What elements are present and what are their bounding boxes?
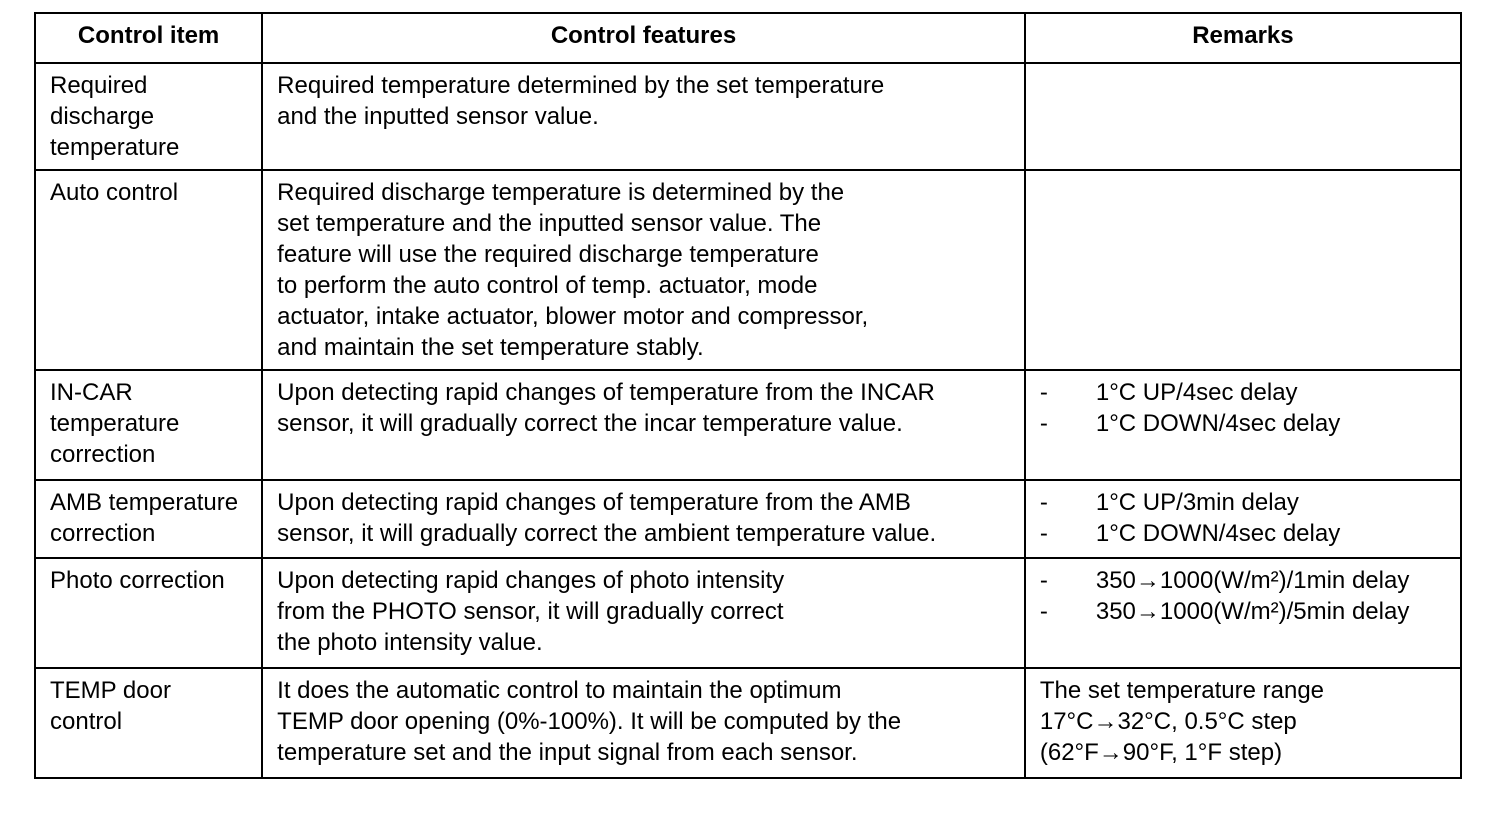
remark-bullet: - bbox=[1039, 489, 1048, 516]
remark-item: - 350→1000(W/m²)/5min delay bbox=[1040, 596, 1448, 627]
remark-bullet: - bbox=[1039, 567, 1048, 594]
remark-item: - 1°C UP/3min delay bbox=[1040, 487, 1448, 518]
table-row: Photo correction Upon detecting rapid ch… bbox=[33, 557, 1463, 669]
control-item-cell: IN-CAR temperature correction bbox=[33, 369, 264, 481]
control-features-cell: Upon detecting rapid changes of temperat… bbox=[261, 369, 1026, 481]
control-features-cell: Upon detecting rapid changes of photo in… bbox=[261, 557, 1026, 669]
table-row: TEMP door control It does the automatic … bbox=[33, 667, 1463, 779]
remarks-cell: - 1°C UP/4sec delay - 1°C DOWN/4sec dela… bbox=[1023, 369, 1463, 481]
control-features-cell: Upon detecting rapid changes of temperat… bbox=[261, 479, 1026, 559]
feature-line: the photo intensity value. bbox=[277, 629, 543, 656]
feature-line: to perform the auto control of temp. act… bbox=[277, 272, 818, 299]
control-item-line: discharge bbox=[50, 103, 155, 130]
feature-line: Required discharge temperature is determ… bbox=[277, 179, 845, 206]
remarks-cell: - 350→1000(W/m²)/1min delay - 350→1000(W… bbox=[1023, 557, 1463, 669]
control-item-line: TEMP door bbox=[50, 677, 171, 704]
remark-bullet: - bbox=[1039, 520, 1048, 547]
remark-text: 1°C DOWN/4sec delay bbox=[1095, 410, 1341, 437]
control-features-cell: It does the automatic control to maintai… bbox=[261, 667, 1026, 779]
remark-text: 1°C DOWN/4sec delay bbox=[1095, 520, 1341, 547]
feature-line: Upon detecting rapid changes of temperat… bbox=[277, 489, 911, 516]
feature-line: sensor, it will gradually correct the am… bbox=[277, 520, 937, 547]
remark-line: 17°C→32°C, 0.5°C step bbox=[1039, 708, 1297, 735]
remarks-cell bbox=[1023, 62, 1463, 171]
remark-text: 350→1000(W/m²)/1min delay bbox=[1095, 567, 1410, 594]
header-remarks: Remarks bbox=[1023, 12, 1463, 64]
control-spec-table: Control item Control features Remarks Re… bbox=[33, 12, 1463, 779]
control-item-line: AMB temperature bbox=[50, 489, 239, 516]
feature-line: and the inputted sensor value. bbox=[277, 103, 599, 130]
remark-line: (62°F→90°F, 1°F step) bbox=[1039, 739, 1283, 766]
control-item-line: correction bbox=[50, 520, 156, 547]
table-row: AMB temperature correction Upon detectin… bbox=[33, 479, 1463, 559]
feature-line: Upon detecting rapid changes of photo in… bbox=[277, 567, 785, 594]
remarks-cell: The set temperature range 17°C→32°C, 0.5… bbox=[1023, 667, 1463, 779]
feature-line: feature will use the required discharge … bbox=[277, 241, 819, 268]
remarks-cell: - 1°C UP/3min delay - 1°C DOWN/4sec dela… bbox=[1023, 479, 1463, 559]
feature-line: TEMP door opening (0%-100%). It will be … bbox=[277, 708, 902, 735]
remark-item: - 1°C UP/4sec delay bbox=[1040, 377, 1448, 408]
control-item-line: temperature bbox=[50, 410, 180, 437]
remark-text: 1°C UP/4sec delay bbox=[1095, 379, 1298, 406]
header-control-item: Control item bbox=[33, 12, 264, 64]
control-item-line: control bbox=[50, 708, 123, 735]
remark-bullet: - bbox=[1039, 410, 1048, 437]
control-features-cell: Required discharge temperature is determ… bbox=[261, 169, 1026, 371]
table-row: Required discharge temperature Required … bbox=[33, 62, 1463, 171]
control-features-cell: Required temperature determined by the s… bbox=[261, 62, 1026, 171]
remark-text: 350→1000(W/m²)/5min delay bbox=[1095, 598, 1410, 625]
table-row: IN-CAR temperature correction Upon detec… bbox=[33, 369, 1463, 481]
remark-bullet: - bbox=[1039, 598, 1048, 625]
control-item-line: correction bbox=[50, 441, 156, 468]
remarks-cell bbox=[1023, 169, 1463, 371]
control-item-line: temperature bbox=[50, 134, 180, 161]
feature-line: It does the automatic control to maintai… bbox=[277, 677, 842, 704]
remark-item: - 350→1000(W/m²)/1min delay bbox=[1040, 565, 1448, 596]
remark-line: The set temperature range bbox=[1039, 677, 1325, 704]
table-row: Auto control Required discharge temperat… bbox=[33, 169, 1463, 371]
feature-line: and maintain the set temperature stably. bbox=[277, 334, 704, 361]
feature-line: from the PHOTO sensor, it will gradually… bbox=[277, 598, 784, 625]
remark-item: - 1°C DOWN/4sec delay bbox=[1040, 408, 1448, 439]
feature-line: Required temperature determined by the s… bbox=[277, 72, 885, 99]
control-item-cell: Photo correction bbox=[33, 557, 264, 669]
control-item-line: Photo correction bbox=[50, 567, 225, 594]
feature-line: set temperature and the inputted sensor … bbox=[277, 210, 822, 237]
feature-line: Upon detecting rapid changes of temperat… bbox=[277, 379, 935, 406]
header-control-features: Control features bbox=[261, 12, 1026, 64]
control-item-cell: Required discharge temperature bbox=[33, 62, 264, 171]
control-item-cell: Auto control bbox=[33, 169, 264, 371]
control-item-line: Required bbox=[50, 72, 148, 99]
remark-item: - 1°C DOWN/4sec delay bbox=[1040, 518, 1448, 549]
feature-line: actuator, intake actuator, blower motor … bbox=[277, 303, 869, 330]
feature-line: temperature set and the input signal fro… bbox=[277, 739, 858, 766]
control-item-cell: AMB temperature correction bbox=[33, 479, 264, 559]
control-item-cell: TEMP door control bbox=[33, 667, 264, 779]
header-row: Control item Control features Remarks bbox=[33, 12, 1463, 64]
control-item-line: Auto control bbox=[50, 179, 179, 206]
feature-line: sensor, it will gradually correct the in… bbox=[277, 410, 903, 437]
remark-text: 1°C UP/3min delay bbox=[1095, 489, 1299, 516]
control-item-line: IN-CAR bbox=[50, 379, 133, 406]
remark-bullet: - bbox=[1039, 379, 1048, 406]
